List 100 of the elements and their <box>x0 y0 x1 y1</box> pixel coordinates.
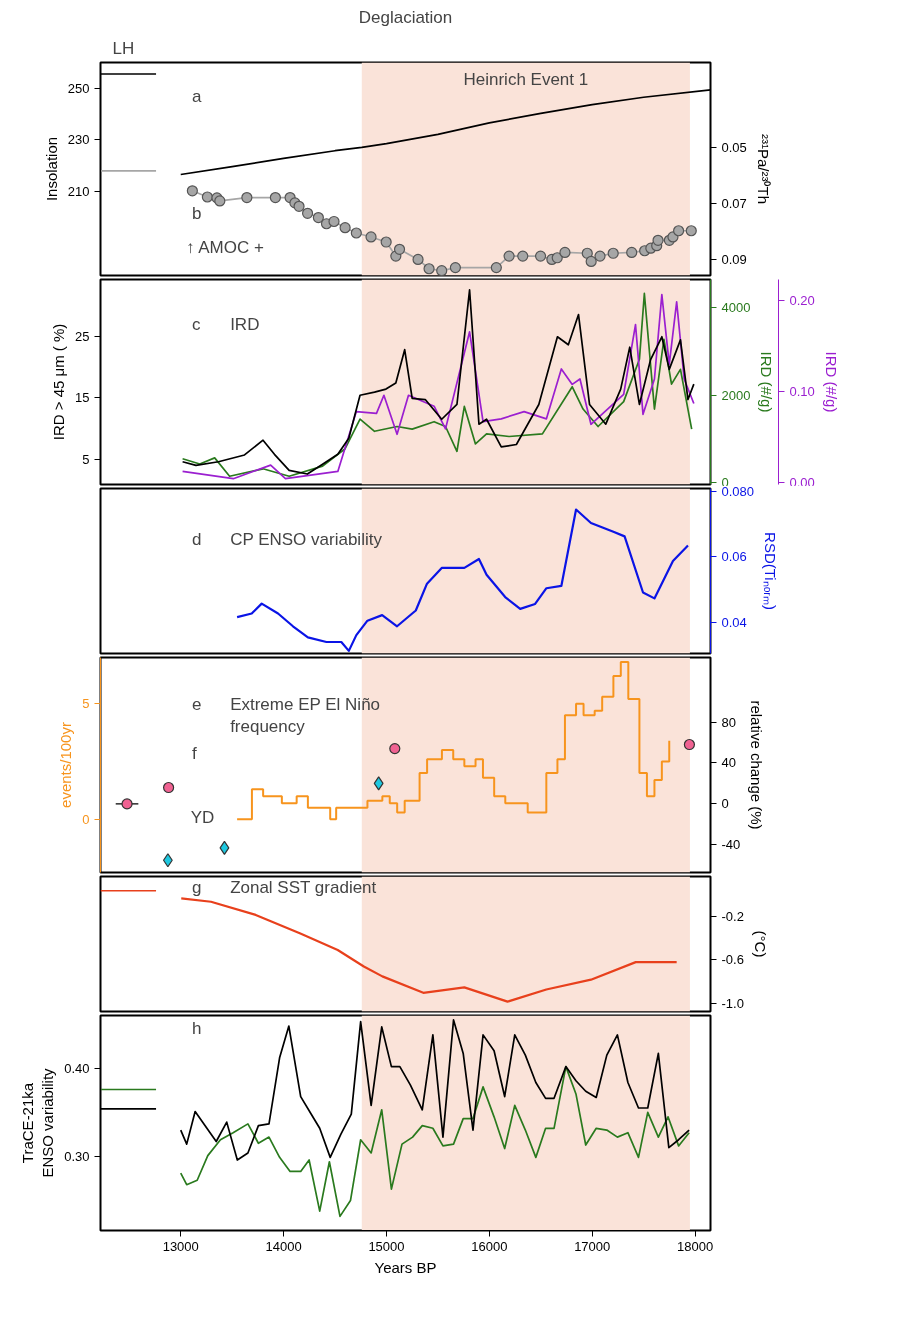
annotation: h <box>192 1018 202 1038</box>
y-axis-title: events/100yr <box>57 722 75 808</box>
y2-axis-title: RSD(Tiₙₒᵣₘ) <box>762 532 780 610</box>
y-tick-label: 0.30 <box>64 1148 90 1164</box>
annotation: a <box>192 87 202 107</box>
point <box>559 246 571 259</box>
chart-title: Deglaciation <box>358 7 453 27</box>
x-tick-label: 14000 <box>265 1238 302 1254</box>
y2-tick-label: -1.0 <box>721 996 744 1012</box>
point <box>607 247 619 259</box>
y3-axis-title: IRD (#/g) <box>822 351 840 413</box>
point <box>436 265 448 276</box>
y2-tick-label: -0.6 <box>721 952 744 968</box>
annotation: d <box>192 530 202 550</box>
point <box>350 227 362 239</box>
point <box>683 738 696 751</box>
point <box>412 253 424 266</box>
annotation: ↑ AMOC + <box>185 238 264 258</box>
y-tick-label: 0 <box>82 811 90 827</box>
point <box>626 246 638 259</box>
y-axis-title: TraCE-21ka ENSO variability <box>18 1067 57 1178</box>
point <box>269 191 281 204</box>
point <box>380 236 392 248</box>
y2-tick-label: -0.2 <box>721 908 744 924</box>
y-tick-label: 250 <box>67 81 90 97</box>
x-tick-label: 15000 <box>368 1238 405 1254</box>
annotation: IRD <box>230 315 260 335</box>
y2-axis-title: ²³¹Pa/²³⁰Th <box>754 134 772 204</box>
point <box>339 222 351 234</box>
point <box>585 255 597 268</box>
point <box>534 250 547 262</box>
y-tick-label: 5 <box>82 696 90 712</box>
y2-axis-title: (°C) <box>751 930 769 958</box>
annotation: YD <box>190 807 215 827</box>
chart-subtitle: LH <box>112 38 135 58</box>
y2-tick-label: 4000 <box>721 300 751 316</box>
x-tick-label: 18000 <box>677 1238 714 1254</box>
y2-tick-label: 0.06 <box>721 549 747 565</box>
y-tick-label: 210 <box>67 183 90 199</box>
point <box>423 263 435 275</box>
point <box>328 215 340 228</box>
line-series <box>180 897 678 1003</box>
point <box>121 798 133 810</box>
x-tick-label: 16000 <box>471 1238 508 1254</box>
y-axis-title: IRD > 45 μm ( %) <box>50 323 68 441</box>
point <box>685 225 697 237</box>
y3-tick-label: 0.10 <box>789 384 815 400</box>
y-axis-title: Insolation <box>42 136 60 202</box>
y2-tick-label: 0.05 <box>721 139 747 155</box>
y2-tick-label: 0.04 <box>721 614 747 630</box>
y2-tick-label: 0 <box>721 796 729 812</box>
point <box>594 250 606 262</box>
x-axis-title: Years BP <box>374 1258 437 1276</box>
y-tick-label: 15 <box>75 390 90 406</box>
point <box>503 250 515 262</box>
y-tick-label: 5 <box>82 451 90 467</box>
annotation: Zonal SST gradient <box>230 877 377 897</box>
point <box>293 200 305 212</box>
point <box>312 211 324 224</box>
x-tick-label: 17000 <box>574 1238 611 1254</box>
point <box>673 225 685 237</box>
band-label: Heinrich Event 1 <box>463 69 589 89</box>
point <box>241 191 253 204</box>
annotation: f <box>192 743 197 763</box>
y-tick-label: 25 <box>75 328 90 344</box>
point <box>162 853 173 868</box>
annotation: g <box>192 877 202 897</box>
y2-tick-label: 0.09 <box>721 252 747 268</box>
annotation: b <box>192 204 202 224</box>
point <box>581 247 593 259</box>
point <box>652 234 664 246</box>
point <box>551 252 563 264</box>
y2-axis-title: IRD (#/g) <box>758 351 776 413</box>
annotation: e <box>192 694 202 714</box>
y2-tick-label: -40 <box>721 837 741 853</box>
y2-tick-label: 40 <box>721 755 736 771</box>
line-series <box>179 1019 690 1161</box>
annotation: CP ENSO variability <box>230 530 383 550</box>
y-tick-label: 0.40 <box>64 1060 90 1076</box>
y2-tick-label: 80 <box>721 714 736 730</box>
point <box>201 191 213 203</box>
annotation: c <box>192 315 201 335</box>
point <box>373 776 384 791</box>
point <box>490 262 502 274</box>
point <box>186 185 198 197</box>
y-tick-label: 230 <box>67 132 90 148</box>
point <box>163 781 175 794</box>
x-tick-label: 13000 <box>162 1238 199 1254</box>
y3-tick-label: 0.20 <box>789 293 815 309</box>
y3-tick-label: 0.00 <box>789 474 815 490</box>
y2-tick-label: 2000 <box>721 387 751 403</box>
annotation: Extreme EP El Niño frequency <box>230 694 381 737</box>
y2-tick-label: 0.07 <box>721 195 747 211</box>
point <box>365 231 377 243</box>
point <box>517 250 529 262</box>
point <box>389 743 401 755</box>
point <box>393 243 406 255</box>
y2-axis-title: relative change (%) <box>748 700 766 830</box>
point <box>449 262 461 274</box>
point <box>301 207 314 219</box>
